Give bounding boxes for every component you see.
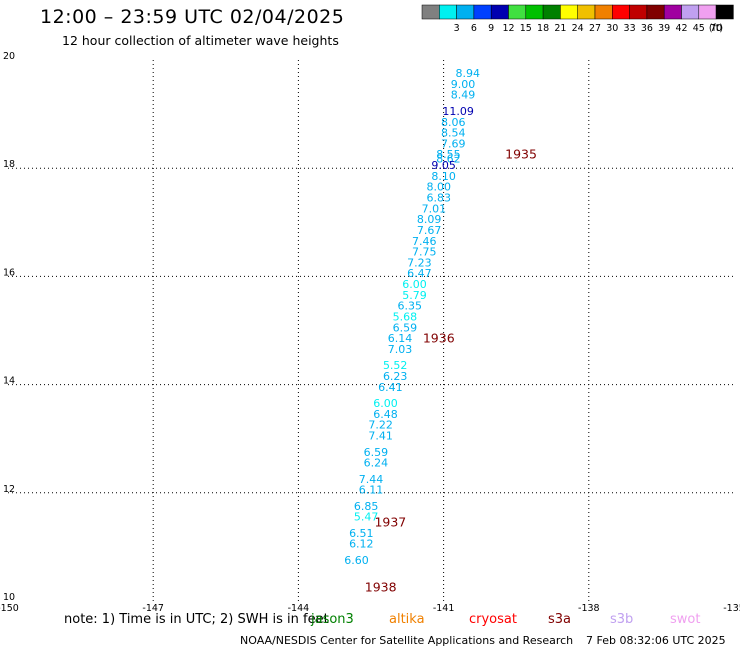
wave-height-plot: -150 -147 -144 -141 -138 -135 10 12 14 16 18 20 8.94… bbox=[0, 51, 740, 612]
wave-height-label: 8.00 bbox=[427, 181, 452, 194]
wave-height-label: 8.94 bbox=[456, 67, 481, 80]
units-note: note: 1) Time is in UTC; 2) SWH is in fe… bbox=[64, 612, 329, 627]
wave-height-label: 7.75 bbox=[412, 246, 437, 259]
y-tick-label: 14 bbox=[3, 376, 15, 387]
wave-height-label: 8.09 bbox=[417, 213, 442, 226]
wave-height-label: 8.06 bbox=[441, 116, 466, 129]
wave-height-label: 9.05 bbox=[431, 159, 456, 172]
wave-height-label: 6.47 bbox=[407, 267, 432, 280]
wave-height-label: 9.00 bbox=[451, 78, 476, 91]
wave-height-label: 8.55 bbox=[436, 148, 461, 161]
satellite-s3a: s3a bbox=[548, 612, 572, 627]
satellite-altika: altika bbox=[389, 612, 425, 627]
y-tick-label: 16 bbox=[3, 267, 15, 278]
satellite-legend: jason3 altika cryosat s3a s3b swot bbox=[0, 612, 740, 632]
x-tick-label: -147 bbox=[142, 603, 164, 612]
legend-tick-label: 33 bbox=[624, 23, 636, 34]
wave-height-label: 6.85 bbox=[354, 500, 379, 513]
time-label: 1937 bbox=[374, 515, 406, 530]
wave-height-label: 6.41 bbox=[378, 381, 403, 394]
wave-height-label: 7.44 bbox=[359, 473, 384, 486]
wave-height-label: 5.47 bbox=[354, 511, 379, 524]
wave-height-label: 7.03 bbox=[388, 343, 413, 356]
wave-height-label: 6.48 bbox=[373, 408, 398, 421]
satellite-s3b: s3b bbox=[610, 612, 634, 627]
color-scale-legend: 3 6 9 12 15 18 21 24 27 30 33 36 39 42 45 70(ft) bbox=[421, 4, 734, 34]
legend-tick-label: 12 bbox=[502, 23, 514, 34]
y-tick-label: 18 bbox=[3, 159, 15, 170]
wave-height-label: 6.11 bbox=[359, 484, 384, 497]
legend-tick-label: 24 bbox=[572, 23, 584, 34]
wave-height-label: 6.51 bbox=[349, 527, 374, 540]
x-tick-label: -144 bbox=[288, 603, 310, 612]
wave-height-label: 6.24 bbox=[364, 457, 389, 470]
wave-height-label: 7.23 bbox=[407, 256, 432, 269]
wave-height-label: 8.49 bbox=[451, 89, 476, 102]
legend-tick-label: 36 bbox=[641, 23, 653, 34]
legend-tick-label: 3 bbox=[454, 23, 460, 34]
x-tick-label: -135 bbox=[723, 603, 740, 612]
legend-tick-label: 30 bbox=[606, 23, 618, 34]
wave-height-label: 7.01 bbox=[422, 202, 447, 215]
wave-height-label: 5.52 bbox=[383, 359, 408, 372]
wave-height-label: 11.09 bbox=[442, 105, 474, 118]
wave-height-label: 6.23 bbox=[383, 370, 408, 383]
wave-height-label: 6.00 bbox=[402, 278, 427, 291]
x-tick-label: -141 bbox=[433, 603, 455, 612]
wave-height-label: 6.12 bbox=[349, 538, 374, 551]
wave-height-label: 6.35 bbox=[397, 300, 422, 313]
satellite-swot: swot bbox=[670, 612, 701, 627]
satellite-jason3: jason3 bbox=[311, 612, 354, 627]
x-tick-label: -150 bbox=[0, 603, 19, 612]
y-tick-label: 10 bbox=[3, 592, 15, 603]
satellite-cryosat: cryosat bbox=[469, 612, 517, 627]
wave-height-label: 8.54 bbox=[441, 127, 466, 140]
time-label: 1936 bbox=[423, 331, 455, 346]
legend-tick-label: 27 bbox=[589, 23, 601, 34]
legend-swatch bbox=[715, 4, 734, 20]
wave-height-label: 7.67 bbox=[417, 224, 442, 237]
chart-title: 12:00 – 23:59 UTC 02/04/2025 bbox=[40, 6, 345, 28]
legend-tick-label: 18 bbox=[537, 23, 549, 34]
wave-height-label: 8.62 bbox=[436, 153, 461, 166]
timestamp: 7 Feb 08:32:06 UTC 2025 bbox=[586, 634, 726, 647]
legend-tick-label: 21 bbox=[554, 23, 566, 34]
wave-height-label: 6.83 bbox=[427, 191, 452, 204]
wave-height-label: 7.41 bbox=[368, 430, 393, 443]
wave-height-label: 6.59 bbox=[364, 446, 389, 459]
legend-tick-label: 45 bbox=[693, 23, 705, 34]
legend-tick-label: 9 bbox=[488, 23, 494, 34]
wave-height-label: 5.79 bbox=[402, 289, 427, 302]
wave-height-label: 6.60 bbox=[344, 554, 369, 567]
wave-height-label: 6.14 bbox=[388, 332, 413, 345]
chart-subtitle: 12 hour collection of altimeter wave hei… bbox=[62, 33, 339, 48]
wave-height-label: 6.59 bbox=[393, 321, 418, 334]
wave-height-label: 5.68 bbox=[393, 311, 418, 324]
legend-tick-label: 6 bbox=[471, 23, 477, 34]
time-label: 1935 bbox=[505, 147, 537, 162]
wave-height-label: 6.00 bbox=[373, 397, 398, 410]
wave-height-label: 7.22 bbox=[368, 419, 393, 432]
legend-tick-label: 15 bbox=[520, 23, 532, 34]
wave-height-label: 8.10 bbox=[431, 170, 456, 183]
wave-height-label: 7.69 bbox=[441, 137, 466, 150]
legend-tick-label: 42 bbox=[675, 23, 687, 34]
legend-tick-label: 39 bbox=[658, 23, 670, 34]
x-tick-label: -138 bbox=[578, 603, 600, 612]
y-tick-label: 20 bbox=[3, 51, 15, 62]
legend-unit-label: (ft) bbox=[709, 23, 723, 34]
time-label: 1938 bbox=[365, 580, 397, 595]
credit-line: NOAA/NESDIS Center for Satellite Applica… bbox=[240, 634, 574, 647]
legend-tick-label: 70 bbox=[710, 23, 722, 34]
y-tick-label: 12 bbox=[3, 484, 15, 495]
wave-height-label: 7.46 bbox=[412, 235, 437, 248]
